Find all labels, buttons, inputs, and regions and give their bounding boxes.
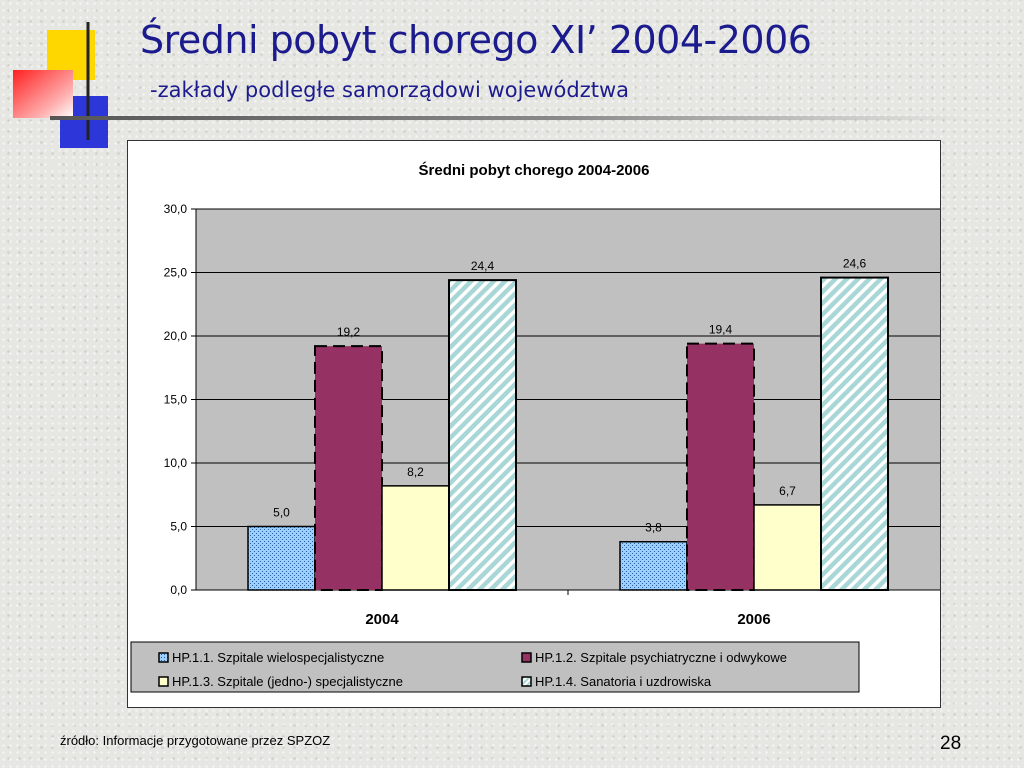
- y-tick-label: 0,0: [170, 583, 187, 597]
- data-label: 6,7: [779, 484, 796, 498]
- legend-label: HP.1.1. Szpitale wielospecjalistyczne: [172, 650, 384, 665]
- decorative-squares: [13, 22, 122, 148]
- data-label: 24,4: [471, 259, 495, 273]
- y-tick-label: 10,0: [164, 456, 188, 470]
- bar-4-2006: [820, 276, 889, 592]
- legend-label: HP.1.2. Szpitale psychiatryczne i odwyko…: [535, 650, 787, 665]
- legend-swatch: [158, 676, 169, 687]
- data-labels: 5,0 19,2 8,2 24,4 3,8 19,4 6,7 24,6: [273, 257, 866, 535]
- bar-1-2006: [619, 540, 688, 591]
- legend-label: HP.1.3. Szpitale (jedno-) specjalistyczn…: [172, 674, 403, 689]
- y-tick-label: 20,0: [164, 329, 188, 343]
- page-number: 28: [940, 733, 962, 754]
- x-category-label: 2004: [365, 611, 399, 628]
- slide-subtitle: -zakłady podległe samorządowi województw…: [150, 78, 629, 102]
- bar-4-2004: [448, 279, 517, 591]
- legend-swatch: [521, 676, 532, 687]
- bars: [247, 276, 889, 592]
- data-label: 5,0: [273, 506, 290, 520]
- data-label: 3,8: [645, 521, 662, 535]
- chart-title: Średni pobyt chorego 2004-2006: [419, 161, 650, 179]
- title-divider: [50, 116, 970, 120]
- bar-3-2006: [753, 504, 822, 591]
- data-label: 8,2: [407, 465, 424, 479]
- data-label: 24,6: [843, 257, 867, 271]
- source-note: źródło: Informacje przygotowane przez SP…: [60, 733, 331, 748]
- legend: HP.1.1. Szpitale wielospecjalistyczne HP.…: [130, 641, 860, 693]
- y-tick-label: 5,0: [170, 520, 187, 534]
- legend-box: [130, 641, 860, 693]
- slide-title: Średni pobyt chorego XI’ 2004-2006: [140, 18, 812, 62]
- legend-swatch: [158, 652, 169, 663]
- legend-swatch: [521, 652, 532, 663]
- chart-frame: Średni pobyt chorego 2004-2006 0,0 5,0 10,…: [127, 140, 941, 708]
- data-label: 19,4: [709, 323, 733, 337]
- bar-2-2006: [686, 342, 755, 591]
- bar-2-2004: [314, 345, 383, 591]
- y-tick-label: 15,0: [164, 393, 188, 407]
- legend-label: HP.1.4. Sanatoria i uzdrowiska: [535, 674, 712, 689]
- data-label: 19,2: [337, 325, 361, 339]
- bar-chart: Średni pobyt chorego 2004-2006 0,0 5,0 10,…: [130, 161, 940, 693]
- bar-3-2004: [381, 485, 450, 591]
- y-tick-label: 30,0: [164, 202, 188, 216]
- bar-1-2004: [247, 525, 316, 591]
- y-tick-label: 25,0: [164, 266, 188, 280]
- x-category-label: 2006: [737, 611, 770, 628]
